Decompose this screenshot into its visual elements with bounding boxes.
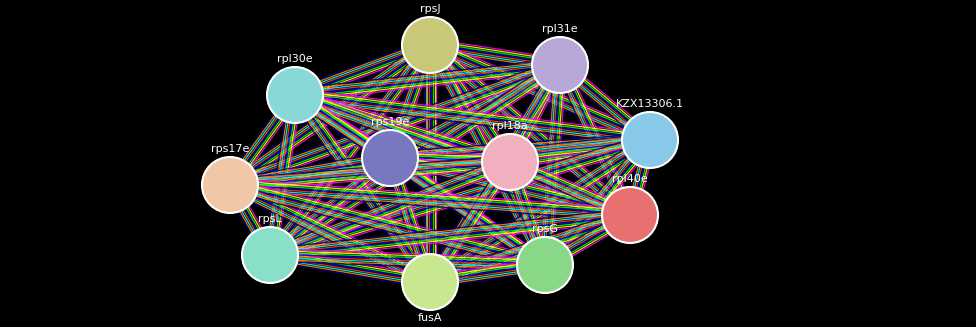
Circle shape	[402, 17, 458, 73]
Circle shape	[482, 134, 538, 190]
Circle shape	[517, 237, 573, 293]
Text: rps17e: rps17e	[211, 144, 249, 154]
Circle shape	[532, 37, 588, 93]
Text: rps19e: rps19e	[371, 117, 409, 127]
Text: rpl18a: rpl18a	[492, 121, 528, 131]
Circle shape	[242, 227, 298, 283]
Circle shape	[602, 187, 658, 243]
Circle shape	[267, 67, 323, 123]
Text: fusA: fusA	[418, 313, 442, 323]
Text: KZX13306.1: KZX13306.1	[616, 99, 684, 109]
Text: rpl30e: rpl30e	[277, 54, 313, 64]
Text: rpsG: rpsG	[532, 224, 558, 234]
Text: rpsL: rpsL	[259, 214, 282, 224]
Text: rpl31e: rpl31e	[543, 24, 578, 34]
Text: rpsJ: rpsJ	[420, 4, 440, 14]
Circle shape	[402, 254, 458, 310]
Text: rpl40e: rpl40e	[612, 174, 648, 184]
Circle shape	[362, 130, 418, 186]
Circle shape	[202, 157, 258, 213]
Circle shape	[622, 112, 678, 168]
